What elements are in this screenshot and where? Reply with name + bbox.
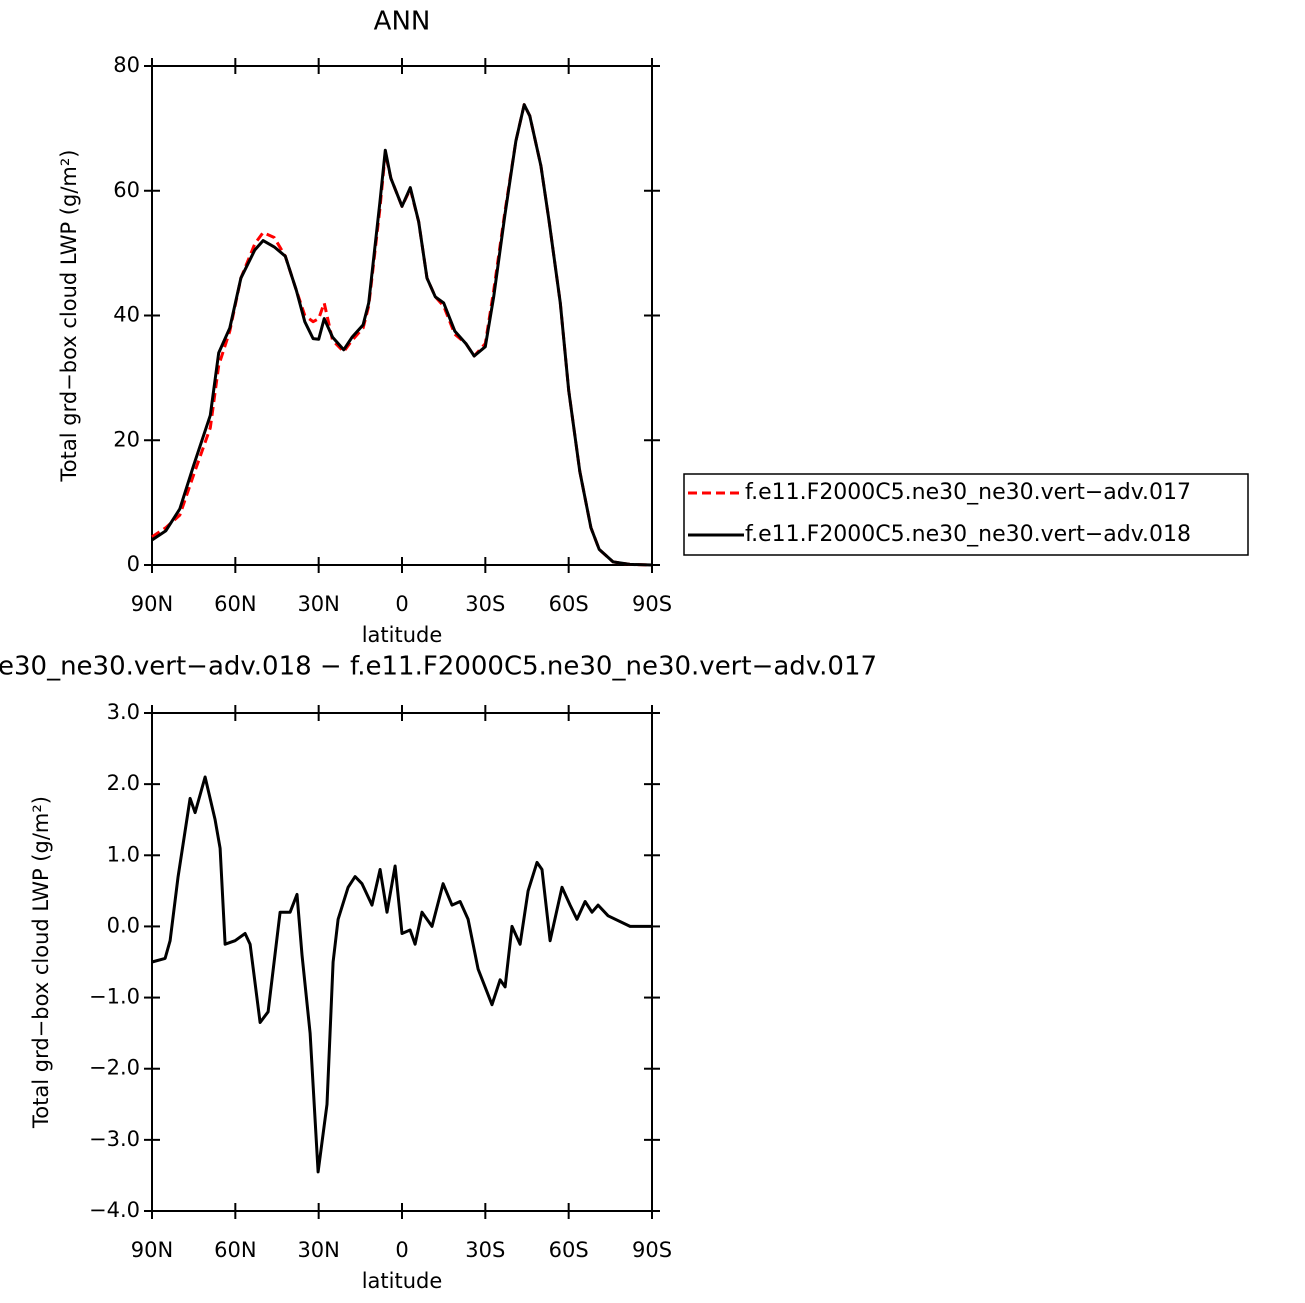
y-axis-label: Total grd−box cloud LWP (g/m²) [29,796,53,1129]
x-axis-label: latitude [362,623,443,647]
legend-label: f.e11.F2000C5.ne30_ne30.vert−adv.018 [745,522,1191,547]
chart-title: e30_ne30.vert−adv.018 − f.e11.F2000C5.ne… [0,652,877,682]
plot-frame [151,712,653,1212]
x-tick-label: 0 [395,1238,408,1262]
y-tick-label: 40 [113,303,140,327]
y-tick-label: −1.0 [89,985,140,1009]
x-tick-label: 60N [214,1238,256,1262]
x-tick-label: 90N [131,1238,173,1262]
y-tick-label: 80 [113,53,140,77]
x-tick-label: 60N [214,592,256,616]
x-tick-label: 30N [297,592,339,616]
y-tick-label: −2.0 [89,1056,140,1080]
y-tick-label: −3.0 [89,1127,140,1151]
y-tick-label: 60 [113,178,140,202]
x-tick-label: 30S [465,592,505,616]
x-tick-label: 90N [131,592,173,616]
y-tick-label: 0 [127,552,140,576]
x-tick-label: 30N [297,1238,339,1262]
x-tick-label: 0 [395,592,408,616]
y-tick-label: −4.0 [89,1198,140,1222]
x-tick-label: 60S [549,592,589,616]
chart-title: ANN [374,7,431,37]
y-tick-label: 1.0 [107,842,140,866]
x-axis-label: latitude [362,1269,443,1293]
plot-frame [151,65,653,566]
y-tick-label: 3.0 [107,700,140,724]
y-tick-label: 20 [113,427,140,451]
y-axis-label: Total grd−box cloud LWP (g/m²) [57,150,81,483]
y-tick-label: 2.0 [107,771,140,795]
x-tick-label: 60S [549,1238,589,1262]
data-line [151,775,652,1174]
legend-box [683,473,1249,556]
legend-label: f.e11.F2000C5.ne30_ne30.vert−adv.017 [745,480,1191,505]
x-tick-label: 90S [632,592,672,616]
x-tick-label: 90S [632,1238,672,1262]
data-line [151,103,653,567]
y-tick-label: 0.0 [107,913,140,937]
x-tick-label: 30S [465,1238,505,1262]
